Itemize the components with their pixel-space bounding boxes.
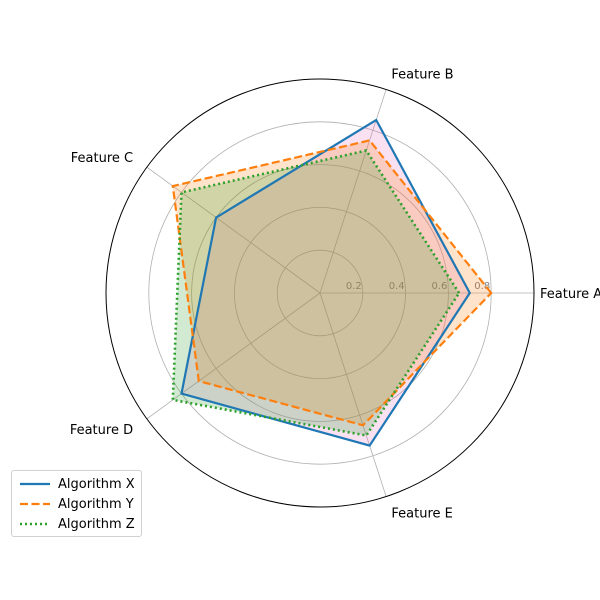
- spoke-feature-d: [146, 292, 321, 420]
- legend-swatch-algorithm-y: [20, 502, 50, 506]
- r-tick-label: 0.4: [389, 281, 405, 292]
- legend-item-algorithm-x: Algorithm X: [20, 474, 135, 494]
- series-fill-algorithm-z: [172, 150, 460, 436]
- r-tick-label: 0.2: [346, 281, 362, 292]
- r-tick-label: 0.6: [431, 281, 447, 292]
- spoke-feature-e: [319, 292, 387, 497]
- legend-label-algorithm-y: Algorithm Y: [58, 496, 134, 512]
- legend-label-algorithm-x: Algorithm X: [58, 476, 135, 492]
- legend-swatch-algorithm-z: [20, 522, 50, 526]
- series-fill-algorithm-y: [172, 140, 492, 426]
- legend-item-algorithm-y: Algorithm Y: [20, 494, 134, 514]
- axis-label-feature-d: Feature D: [70, 423, 133, 438]
- spoke-feature-b: [319, 89, 387, 294]
- legend-item-algorithm-z: Algorithm Z: [20, 514, 135, 534]
- axis-label-feature-e: Feature E: [391, 507, 452, 522]
- series-line-algorithm-x: [180, 118, 472, 447]
- axis-labels: Feature A Feature B Feature C Feature D Feat…: [70, 67, 600, 521]
- axis-label-feature-c: Feature C: [71, 151, 133, 166]
- series-fill-algorithm-x: [181, 120, 470, 446]
- legend-label-algorithm-z: Algorithm Z: [58, 516, 135, 532]
- r-tick-label: 0.8: [474, 281, 490, 292]
- series-line-algorithm-z: [171, 149, 461, 437]
- axis-label-feature-a: Feature A: [540, 287, 600, 302]
- spoke-feature-c: [146, 166, 321, 294]
- outer-frame: [105, 78, 535, 508]
- series-fills: [172, 120, 492, 446]
- series-lines: [171, 118, 493, 447]
- series-line-algorithm-y: [171, 139, 493, 427]
- axis-label-feature-b: Feature B: [391, 67, 453, 82]
- legend: Algorithm X Algorithm Y Algorithm Z: [11, 470, 142, 537]
- legend-swatch-algorithm-x: [20, 482, 50, 486]
